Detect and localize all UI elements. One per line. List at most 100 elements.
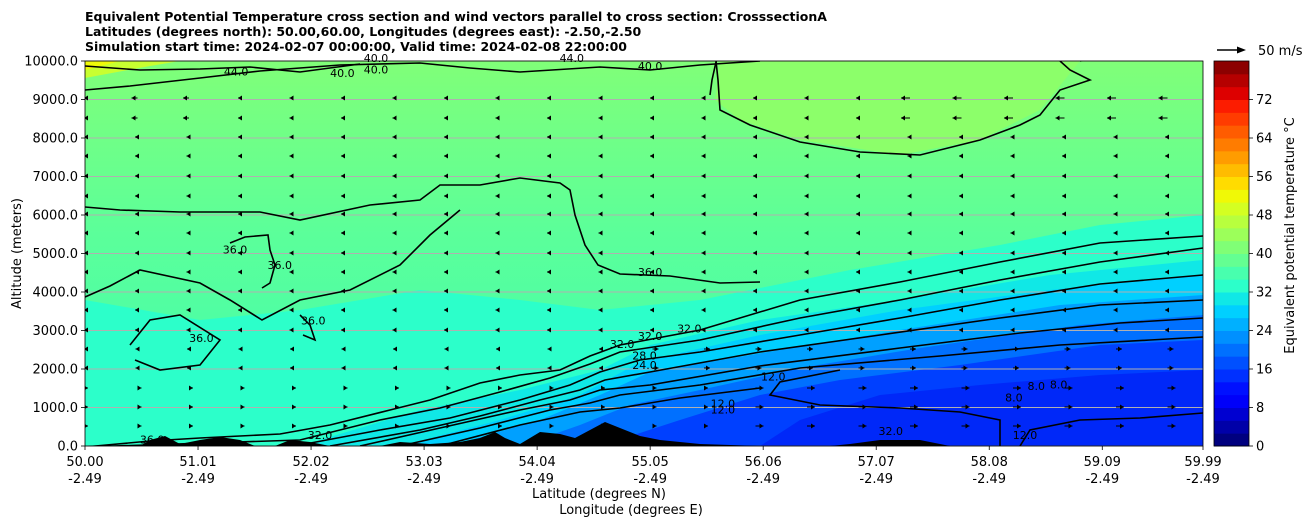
vector-key-arrow-icon xyxy=(1237,46,1246,54)
x-tick-lon: -2.49 xyxy=(746,472,780,487)
contour-line-12 xyxy=(399,336,1203,446)
wind-vector xyxy=(85,269,88,275)
chart-title: Equivalent Potential Temperature cross s… xyxy=(85,9,827,54)
contour-line-18 xyxy=(709,61,717,96)
contour-line-9 xyxy=(299,274,1203,446)
colorbar-swatch xyxy=(1214,420,1249,434)
contour-label: 28.0 xyxy=(632,349,657,362)
colorbar-swatch xyxy=(1214,189,1249,203)
colorbar-swatch xyxy=(1214,266,1249,280)
x-tick-lat: 54.04 xyxy=(519,455,556,470)
contour-line-13 xyxy=(439,387,761,446)
wind-vector xyxy=(85,134,88,140)
y-tick-label: 0.0 xyxy=(57,440,78,455)
title-line-1: Equivalent Potential Temperature cross s… xyxy=(85,9,827,24)
x-tick-lat: 52.02 xyxy=(292,455,329,470)
title-line-2: Latitudes (degrees north): 50.00,60.00, … xyxy=(85,24,642,39)
colorbar-swatch xyxy=(1214,61,1249,75)
contour-lines xyxy=(85,61,1203,446)
contour-label: 8.0 xyxy=(1050,378,1068,391)
colorbar-swatch xyxy=(1214,86,1249,100)
wind-vector xyxy=(85,250,88,256)
contour-line-15 xyxy=(1019,412,1203,446)
colorbar-tick-label: 64 xyxy=(1256,132,1273,147)
colorbar: 0 8 16 24 32 40 48 56 64 72 Equivalent potential t… xyxy=(1213,60,1298,455)
contour-label: 36.0 xyxy=(140,433,165,446)
colorbar-swatch xyxy=(1214,73,1249,88)
colorbar-swatch xyxy=(1214,369,1249,383)
x-tick-lon: -2.49 xyxy=(1085,472,1119,487)
contour-label: 36.0 xyxy=(301,315,326,328)
colorbar-swatch xyxy=(1214,304,1249,319)
field-warm-corner xyxy=(85,61,180,78)
wind-vector xyxy=(85,153,88,159)
contour-label: 40.0 xyxy=(364,52,389,65)
x-tick-lon: -2.49 xyxy=(1186,472,1220,487)
colorbar-swatch xyxy=(1214,150,1249,165)
contour-line-0 xyxy=(85,61,761,91)
colorbar-swatch xyxy=(1214,240,1249,254)
contour-label: 32.0 xyxy=(677,322,702,335)
field-upper-right xyxy=(715,61,1080,155)
wind-vectors xyxy=(85,95,1176,429)
y-tick-label: 5000.0 xyxy=(33,247,79,262)
x-axis-label-lon: Longitude (degrees E) xyxy=(559,503,703,518)
colorbar-tick-label: 16 xyxy=(1256,363,1273,378)
wind-vector xyxy=(85,173,88,179)
y-axis-label: Altitude (meters) xyxy=(10,198,25,309)
contour-line-10 xyxy=(329,299,1203,446)
x-tick-lat: 57.07 xyxy=(858,455,895,470)
x-tick-lon: -2.49 xyxy=(407,472,441,487)
wind-vector xyxy=(85,327,88,333)
x-tick-lon: -2.49 xyxy=(972,472,1006,487)
y-tick-label: 6000.0 xyxy=(33,209,79,224)
y-tick-label: 3000.0 xyxy=(33,324,79,339)
contour-label: 32.0 xyxy=(638,330,663,343)
colorbar-swatch xyxy=(1214,176,1249,190)
contour-label: 24.0 xyxy=(632,359,657,372)
contour-label: 44.0 xyxy=(560,52,585,65)
colorbar-swatch xyxy=(1214,138,1249,152)
colorbar-swatch xyxy=(1214,163,1249,177)
wind-vector xyxy=(85,95,88,101)
colorbar-tick-label: 48 xyxy=(1256,209,1273,224)
contour-label: 12.0 xyxy=(711,403,736,416)
x-tick-lat: 58.08 xyxy=(971,455,1008,470)
wind-vector xyxy=(85,193,88,199)
colorbar-tick-label: 72 xyxy=(1256,93,1273,108)
colorbar-tick-label: 24 xyxy=(1256,324,1273,339)
y-tick-label: 7000.0 xyxy=(33,170,79,185)
x-tick-lat: 56.06 xyxy=(745,455,782,470)
colorbar-swatch xyxy=(1214,343,1249,357)
colorbar-tick-label: 40 xyxy=(1256,247,1273,262)
terrain-silhouette xyxy=(140,422,950,446)
colorbar-swatch xyxy=(1214,112,1249,126)
colorbar-swatch xyxy=(1214,202,1249,216)
x-tick-lat: 55.05 xyxy=(632,455,669,470)
wind-vector xyxy=(85,115,88,121)
contour-label: 12.0 xyxy=(761,371,786,384)
contour-label: 36.0 xyxy=(189,332,214,345)
contour-label: 40.0 xyxy=(330,67,355,80)
y-axis: 0.0 1000.0 2000.0 3000.0 4000.0 5000.0 6000.0 7… xyxy=(10,55,85,455)
colorbar-swatch xyxy=(1214,125,1249,139)
x-tick-lon: -2.49 xyxy=(68,472,102,487)
contour-line-1 xyxy=(85,63,361,73)
wind-vector xyxy=(85,307,88,313)
vector-key: 50 m/s xyxy=(1217,44,1303,59)
vector-key-label: 50 m/s xyxy=(1258,44,1303,59)
contour-line-16 xyxy=(715,61,1093,156)
y-tick-label: 8000.0 xyxy=(33,132,79,147)
colorbar-tick-label: 32 xyxy=(1256,286,1273,301)
contour-labels: 44.0 40.0 40.040.0 44.040.036.036.036.036.0… xyxy=(140,52,1067,447)
contour-label: 12.0 xyxy=(711,398,736,411)
colorbar-swatch xyxy=(1214,99,1249,113)
contour-line-11 xyxy=(359,317,1203,446)
wind-vector xyxy=(85,365,88,371)
title-line-3: Simulation start time: 2024-02-07 00:00:… xyxy=(85,39,627,54)
colorbar-swatch xyxy=(1214,227,1249,242)
x-axis: 50.00 -2.49 51.01 -2.49 52.02 -2.49 53.03 -2.49… xyxy=(66,446,1222,518)
contour-label: 32.0 xyxy=(308,429,333,442)
y-tick-label: 4000.0 xyxy=(33,286,79,301)
x-tick-lon: -2.49 xyxy=(181,472,215,487)
